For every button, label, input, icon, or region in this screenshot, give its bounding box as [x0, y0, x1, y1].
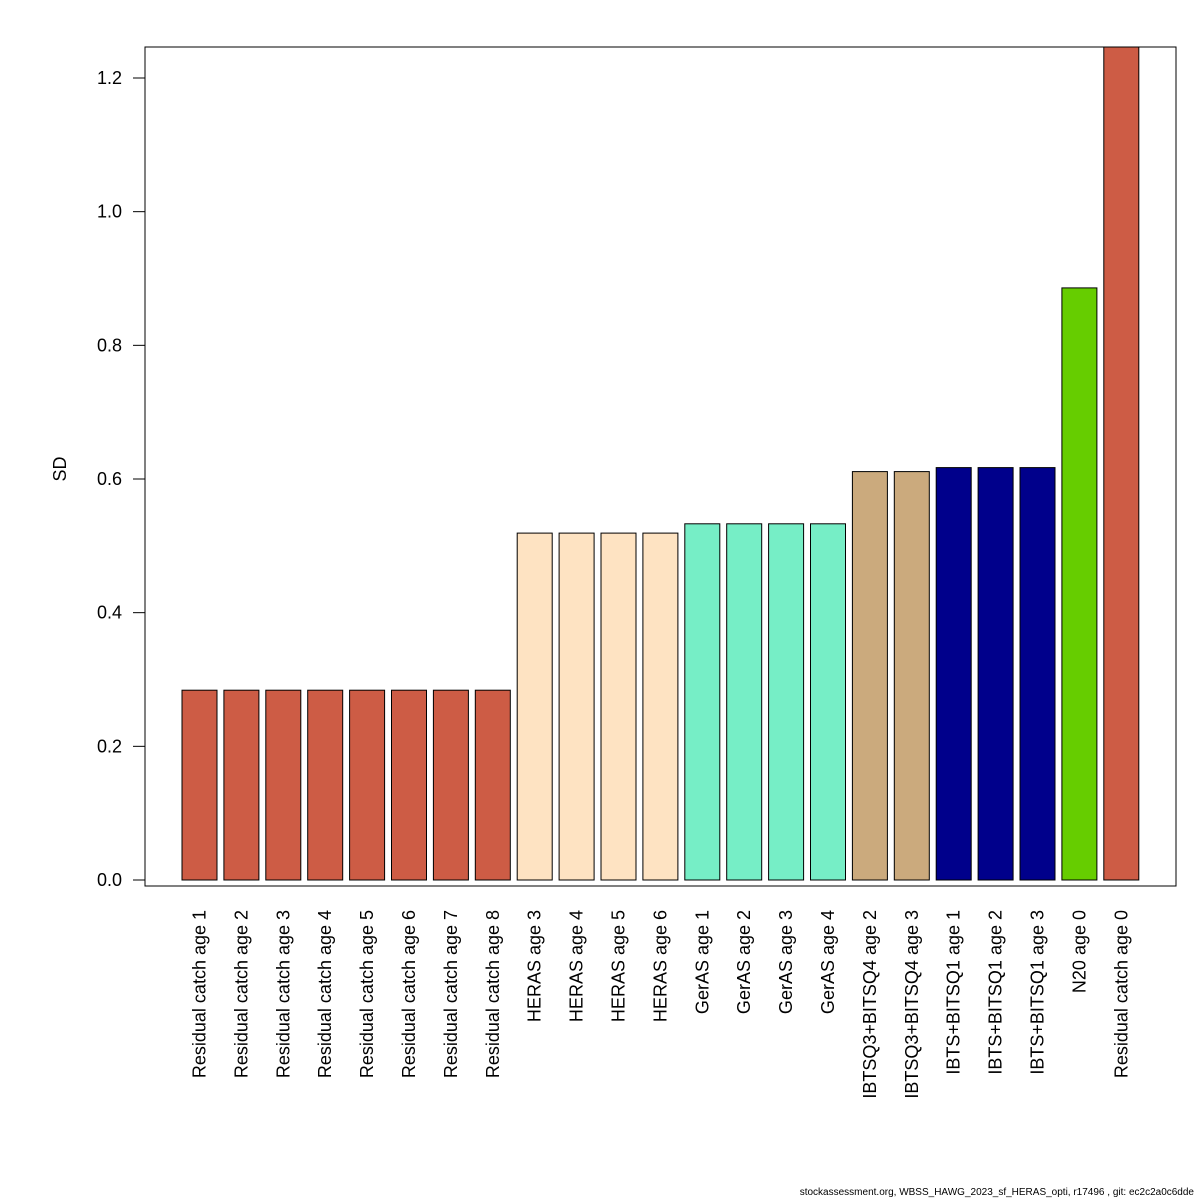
x-tick-label: Residual catch age 3: [273, 910, 293, 1078]
bar-16: [810, 523, 846, 881]
plot-frame: [144, 46, 1177, 887]
bar-19: [935, 467, 972, 881]
bar-17: [851, 471, 888, 881]
bar-2: [223, 689, 260, 881]
x-tick-label: Residual catch age 7: [441, 910, 461, 1078]
y-tick-label: 0.2: [97, 736, 122, 756]
x-axis-labels: Residual catch age 1 Residual catch age 2…: [190, 910, 1132, 1099]
y-tick-label: 0.0: [97, 870, 122, 890]
bar-10: [558, 532, 595, 881]
bar-3: [265, 689, 302, 881]
bar-14: [726, 523, 763, 881]
x-tick-label: IBTS+BITSQ1 age 2: [986, 910, 1006, 1075]
bar-6: [391, 689, 427, 881]
x-tick-label: Residual catch age 6: [399, 910, 419, 1078]
x-tick-label: GerAS age 1: [692, 910, 712, 1014]
x-tick-label: IBTSQ3+BITSQ4 age 3: [902, 910, 922, 1099]
bar-15: [768, 523, 805, 881]
bar-7: [432, 689, 469, 881]
x-tick-label: Residual catch age 1: [190, 910, 210, 1078]
bar-11: [600, 532, 637, 881]
x-tick-label: HERAS age 6: [650, 910, 670, 1022]
x-tick-label: IBTS+BITSQ1 age 3: [1028, 910, 1048, 1075]
x-tick-label: Residual catch age 0: [1111, 910, 1131, 1078]
x-tick-label: HERAS age 5: [609, 910, 629, 1022]
y-tick-label: 1.0: [97, 202, 122, 222]
y-tick-label: 0.6: [97, 469, 122, 489]
bar-12: [642, 532, 679, 881]
bar-20: [977, 467, 1014, 881]
bar-22: [1061, 287, 1098, 881]
x-tick-label: Residual catch age 5: [357, 910, 377, 1078]
bar-21: [1019, 467, 1056, 881]
y-axis: 0.0 0.2 0.4 0.6 0.8 1.0 1.2: [97, 68, 145, 890]
x-tick-label: HERAS age 3: [525, 910, 545, 1022]
bar-13: [684, 523, 721, 881]
x-tick-label: IBTSQ3+BITSQ4 age 2: [860, 910, 880, 1099]
x-tick-label: N20 age 0: [1069, 910, 1089, 993]
x-tick-label: IBTS+BITSQ1 age 1: [944, 910, 964, 1075]
bar-1: [181, 689, 218, 881]
bar-9: [516, 532, 553, 881]
x-tick-label: Residual catch age 4: [315, 910, 335, 1078]
x-tick-label: HERAS age 4: [567, 910, 587, 1022]
x-tick-label: Residual catch age 8: [483, 910, 503, 1078]
bar-23: [1103, 46, 1140, 881]
x-tick-label: GerAS age 2: [734, 910, 754, 1014]
bar-8: [474, 689, 511, 881]
y-tick-label: 0.8: [97, 335, 122, 355]
bars-group: [181, 46, 1140, 881]
footer-note: stockassessment.org, WBSS_HAWG_2023_sf_H…: [799, 1187, 1194, 1198]
y-tick-label: 1.2: [97, 68, 122, 88]
x-tick-label: GerAS age 4: [818, 910, 838, 1014]
x-tick-label: GerAS age 3: [776, 910, 796, 1014]
bar-18: [893, 471, 930, 881]
y-axis-title: SD: [50, 456, 70, 481]
bar-4: [307, 689, 344, 881]
x-tick-label: Residual catch age 2: [231, 910, 251, 1078]
bar-5: [349, 689, 386, 881]
y-tick-label: 0.4: [97, 603, 122, 623]
